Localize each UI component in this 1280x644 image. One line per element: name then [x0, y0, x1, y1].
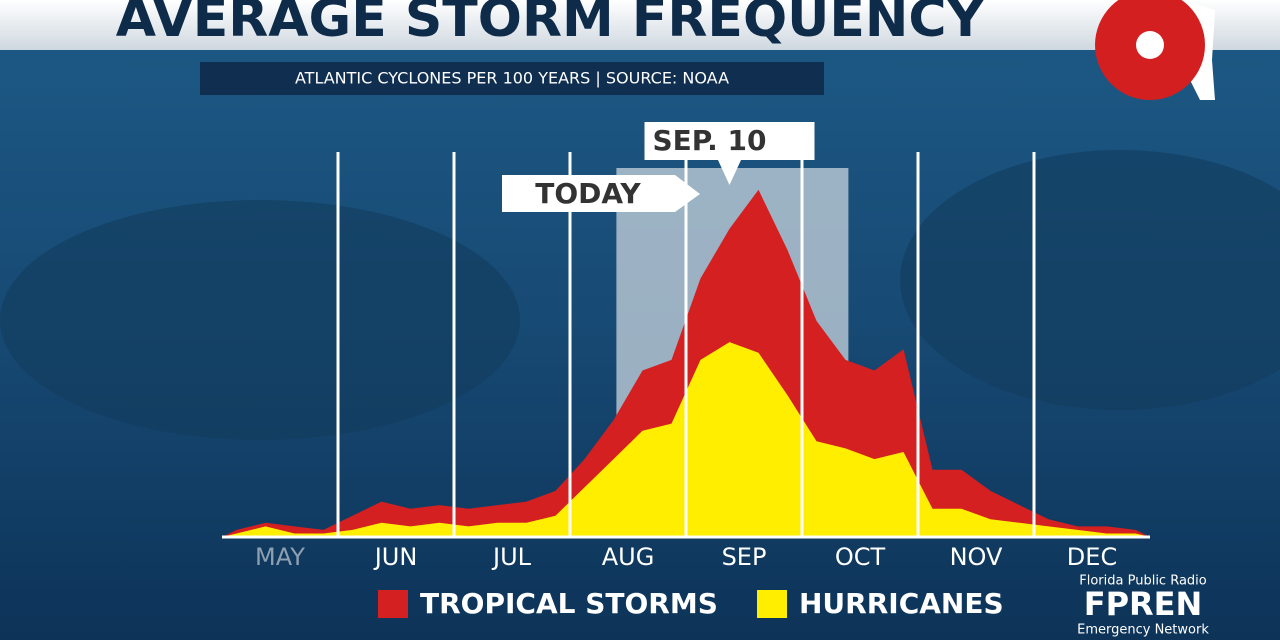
x-tick-label: JUL — [491, 543, 532, 571]
x-tick-label: MAY — [255, 543, 305, 571]
x-tick-label: DEC — [1067, 543, 1117, 571]
chart-title: AVERAGE STORM FREQUENCY — [116, 0, 986, 49]
subtitle-bar — [200, 62, 824, 95]
legend-swatch — [757, 590, 787, 618]
annotation-box — [502, 175, 700, 212]
subtitle: ATLANTIC CYCLONES PER 100 YEARS | SOURCE… — [295, 69, 729, 88]
title-bar — [0, 0, 1280, 50]
brand-line: Emergency Network — [1077, 623, 1209, 638]
x-tick-label: SEP — [722, 543, 767, 571]
brand-line: Florida Public Radio — [1079, 574, 1207, 589]
annotation: SEP. 10 — [652, 124, 766, 157]
legend-label: TROPICAL STORMS — [420, 587, 718, 620]
x-tick-label: NOV — [950, 543, 1003, 571]
legend-swatch — [378, 590, 408, 618]
annotation-pointer — [717, 159, 742, 185]
x-tick-label: OCT — [835, 543, 886, 571]
annotation-box — [644, 122, 815, 160]
logo-dot — [1136, 31, 1164, 59]
bg-shade — [0, 200, 520, 440]
x-tick-label: JUN — [373, 543, 418, 571]
fpren-logo: Florida Public Radio FPREN Emergency Net… — [1077, 574, 1209, 638]
annotation: TODAY — [535, 177, 641, 210]
bg-shade — [900, 150, 1280, 410]
station-logo — [1095, 0, 1215, 100]
legend-label: HURRICANES — [799, 587, 1004, 620]
brand-logo: FPREN — [1084, 585, 1203, 623]
x-tick-label: AUG — [602, 543, 655, 571]
